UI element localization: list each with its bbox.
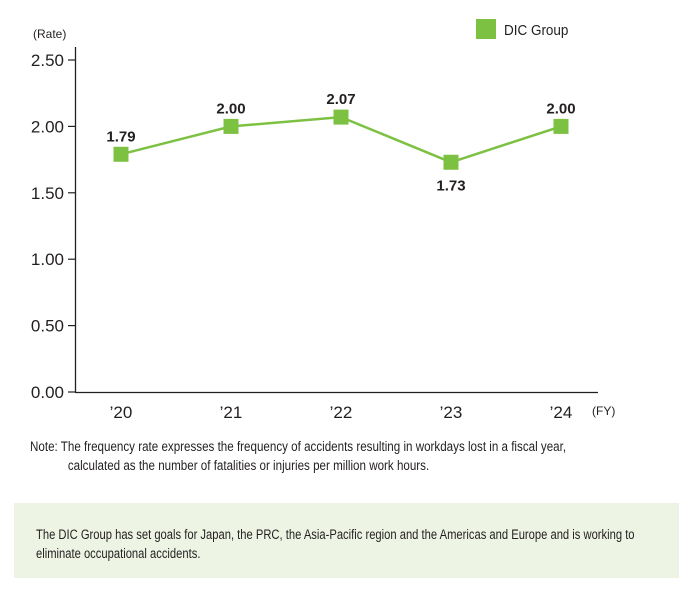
x-tick-label: ’21 bbox=[220, 403, 243, 422]
x-tick-label: ’24 bbox=[550, 403, 573, 422]
y-tick-label: 2.50 bbox=[31, 51, 64, 70]
line-chart: (Rate) 0.00 0.50 1.00 1.50 2.00 2.50 ’20 ’21 ’2… bbox=[31, 19, 615, 422]
footnote-line-2: calculated as the number of fatalities o… bbox=[67, 458, 430, 473]
data-label: 1.73 bbox=[436, 177, 465, 194]
legend: DIC Group bbox=[476, 19, 569, 39]
footnote: Note: The frequency rate expresses the f… bbox=[30, 437, 566, 475]
info-box: The DIC Group has set goals for Japan, t… bbox=[14, 503, 679, 578]
data-point bbox=[223, 118, 239, 134]
x-tick-label: ’23 bbox=[440, 403, 463, 422]
data-point bbox=[553, 118, 569, 134]
y-tick-label: 2.00 bbox=[31, 117, 64, 136]
footnote-line-1: Note: The frequency rate expresses the f… bbox=[30, 439, 567, 454]
x-tick-label: ’20 bbox=[110, 403, 133, 422]
y-tick-label: 1.00 bbox=[31, 250, 64, 269]
data-label: 2.00 bbox=[546, 100, 575, 117]
y-tick-label: 0.50 bbox=[31, 317, 64, 336]
data-point bbox=[333, 109, 349, 125]
data-label: 2.07 bbox=[326, 91, 355, 108]
x-axis-label: (FY) bbox=[592, 404, 615, 418]
y-tick-label: 1.50 bbox=[31, 184, 64, 203]
y-tick-label: 0.00 bbox=[31, 383, 64, 402]
x-tick-label: ’22 bbox=[330, 403, 353, 422]
data-label: 1.79 bbox=[106, 128, 135, 145]
y-axis-label: (Rate) bbox=[33, 27, 66, 41]
info-box-text: The DIC Group has set goals for Japan, t… bbox=[36, 527, 635, 561]
legend-label: DIC Group bbox=[504, 22, 569, 39]
data-point bbox=[443, 154, 459, 170]
data-label: 2.00 bbox=[216, 100, 245, 117]
legend-swatch bbox=[476, 19, 496, 39]
data-point bbox=[113, 146, 129, 162]
